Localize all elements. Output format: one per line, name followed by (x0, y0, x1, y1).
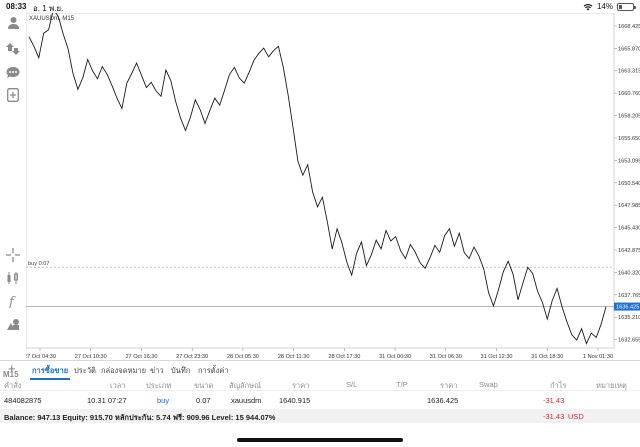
time-tick-label: 31 Oct 00:30 (379, 354, 411, 360)
status-bar: 08:33 อ. 1 พ.ย. 14% (0, 0, 640, 13)
crosshair-icon[interactable] (4, 246, 22, 264)
col-size: ขนาด (194, 381, 214, 390)
price-tick-label: 1642.875 (618, 248, 640, 254)
time-tick-label: 31 Oct 12:30 (481, 354, 513, 360)
price-tick-label: 1647.985 (618, 203, 640, 209)
order-id: 484082875 (4, 396, 42, 405)
status-date: อ. 1 พ.ย. (33, 4, 64, 13)
col-type: ประเภท (146, 381, 172, 390)
chat-icon[interactable] (4, 63, 22, 81)
order-type: buy (157, 396, 170, 405)
battery-icon (617, 2, 636, 11)
tab-mailbox[interactable]: กล่องจดหมาย (101, 366, 147, 375)
price-tick-label: 1660.760 (618, 91, 640, 97)
time-tick-label: 27 Oct 04:30 (26, 354, 56, 360)
tab-history[interactable]: ประวัติ (74, 366, 96, 375)
time-tick-label: 31 Oct 18:30 (531, 354, 563, 360)
order-size: 0.07 (196, 396, 211, 405)
tab-news[interactable]: ข่าว (150, 366, 164, 375)
time-tick-label: 31 Oct 06:30 (430, 354, 462, 360)
function-icon[interactable]: f (4, 292, 22, 310)
current-price-tag-label: 1636.425 (616, 305, 639, 311)
buy-level-label: buy 0.07 (28, 261, 49, 267)
chart-toolbar: f M15 (0, 13, 26, 379)
col-note: หมายเหตุ (596, 381, 627, 390)
status-time: 08:33 (6, 2, 27, 11)
col-price: ราคา (440, 381, 458, 390)
balance-bar: Balance: 947.13 Equity: 915.70 หลักประกั… (0, 409, 640, 423)
time-axis: 27 Oct 04:30 27 Oct 10:30 27 Oct 16:30 27 O… (26, 348, 613, 360)
time-tick-label: 1 Nov 01:30 (583, 354, 613, 360)
tab-trade[interactable]: การซื้อขาย (29, 366, 71, 380)
col-sl: S/L (346, 380, 358, 389)
current-price-tag (614, 302, 640, 311)
price-chart[interactable]: 1668.425 1665.870 1663.315 1660.760 1658.205… (26, 13, 640, 360)
order-time: 10.31 07:27 (87, 396, 127, 405)
battery-percent: 14% (596, 2, 613, 11)
objects-icon[interactable] (4, 315, 22, 333)
col-time: เวลา (110, 381, 126, 390)
timeframe-label[interactable]: M15 (3, 370, 19, 379)
indicators-icon[interactable] (4, 269, 22, 287)
order-open-price: 1640.915 (279, 396, 311, 405)
col-order: คำสั่ง (4, 381, 22, 390)
trade-arrows-icon[interactable] (4, 40, 22, 58)
price-tick-label: 1632.655 (618, 338, 640, 344)
order-price: 1636.425 (427, 396, 459, 405)
plot-area (26, 13, 615, 349)
col-swap: Swap (479, 380, 498, 389)
price-tick-label: 1635.210 (618, 315, 640, 321)
time-tick-label: 27 Oct 16:30 (125, 354, 157, 360)
price-tick-label: 1640.320 (618, 270, 640, 276)
price-tick-label: 1658.205 (618, 114, 640, 120)
col-profit: กำไร (550, 381, 567, 390)
time-tick-label: 28 Oct 11:30 (278, 354, 310, 360)
price-tick-label: 1653.095 (618, 158, 640, 164)
col-open-price: ราคา (292, 381, 310, 390)
terminal-tabs: + การซื้อขาย ประวัติ กล่องจดหมาย ข่าว บั… (0, 360, 640, 380)
balance-summary: Balance: 947.13 Equity: 915.70 หลักประกั… (4, 413, 276, 422)
order-profit: -31.43 (543, 396, 565, 405)
new-order-icon[interactable] (4, 86, 22, 104)
order-symbol: xauusdm (231, 396, 262, 405)
tab-settings[interactable]: การตั้งค่า (198, 366, 229, 375)
col-tp: T/P (396, 380, 408, 389)
reference-lines: buy 0.07 1636.425 (26, 261, 640, 311)
price-tick-label: 1665.870 (618, 46, 640, 52)
status-right: 14% (583, 2, 636, 11)
tab-journal[interactable]: บันทึก (171, 366, 191, 375)
time-tick-label: 28 Oct 17:30 (328, 354, 360, 360)
price-line (28, 13, 607, 345)
account-icon[interactable] (4, 14, 22, 32)
price-tick-label: 1668.425 (618, 24, 640, 30)
orders-header: คำสั่ง เวลา ประเภท ขนาด สัญลักษณ์ ราคา S… (0, 377, 640, 391)
col-symbol: สัญลักษณ์ (229, 381, 262, 390)
total-profit: -31.43 (543, 412, 565, 421)
price-tick-label: 1663.315 (618, 69, 640, 75)
wifi-icon (583, 3, 593, 10)
time-tick-label: 27 Oct 23:30 (176, 354, 208, 360)
home-indicator (237, 438, 403, 442)
order-row[interactable]: 484082875 10.31 07:27 buy 0.07 xauusdm 1… (0, 393, 640, 408)
account-currency: USD (568, 412, 584, 421)
time-tick-label: 27 Oct 10:30 (75, 354, 107, 360)
price-tick-label: 1637.765 (618, 293, 640, 299)
price-tick-label: 1650.540 (618, 181, 640, 187)
symbol-label: XAUUSDm, M15 (29, 16, 75, 22)
time-tick-label: 28 Oct 05:30 (227, 354, 259, 360)
add-icon[interactable]: + (8, 361, 16, 376)
svg-text:f: f (8, 295, 16, 308)
price-tick-label: 1645.430 (618, 226, 640, 232)
price-axis: 1668.425 1665.870 1663.315 1660.760 1658.205… (614, 24, 640, 344)
price-tick-label: 1655.650 (618, 136, 640, 142)
